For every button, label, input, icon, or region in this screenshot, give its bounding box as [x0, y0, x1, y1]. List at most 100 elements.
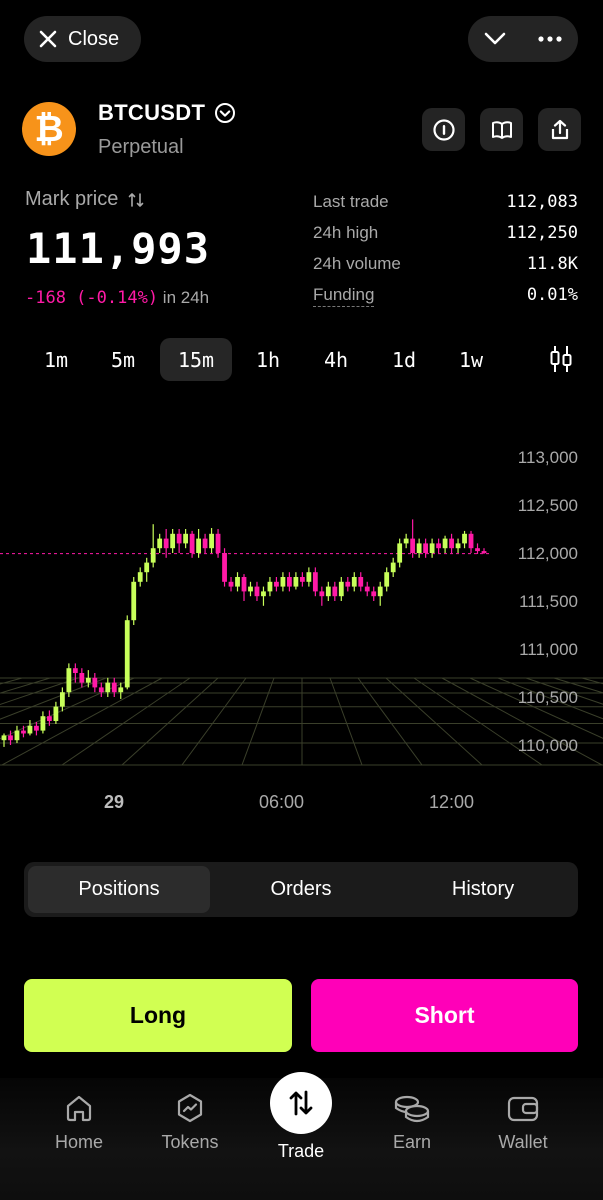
candle — [111, 677, 117, 697]
candle — [53, 701, 59, 724]
x-tick-label: 29 — [104, 792, 125, 812]
long-button[interactable]: Long — [24, 979, 292, 1052]
info-button[interactable] — [422, 108, 465, 151]
candle — [72, 663, 78, 683]
tab-positions[interactable]: Positions — [28, 866, 210, 913]
grid-line — [525, 677, 603, 705]
x-tick-label: 06:00 — [259, 792, 305, 812]
candle — [261, 586, 266, 606]
chevron-down-icon[interactable] — [483, 31, 507, 47]
stat-funding-label[interactable]: Funding — [313, 285, 375, 307]
price-change-row: -168 (-0.14%) in 24h — [25, 288, 209, 308]
candle — [377, 581, 383, 606]
candle — [118, 682, 124, 699]
x-tick-label: 12:00 — [429, 792, 475, 812]
tokens-icon — [174, 1092, 206, 1124]
stat-24h-volume-value: 11.8K — [526, 254, 578, 274]
more-options-icon[interactable] — [537, 35, 563, 43]
grid-line — [497, 677, 603, 720]
candle — [384, 567, 390, 592]
candle — [293, 572, 299, 590]
grid-line — [181, 677, 247, 766]
grid-line — [0, 677, 107, 720]
stat-funding-value: 0.01% — [526, 285, 578, 305]
candle — [131, 577, 137, 625]
candle — [475, 543, 480, 554]
candle — [1, 733, 7, 747]
nav-home[interactable]: Home — [29, 1092, 129, 1153]
y-tick-label: 110,500 — [518, 688, 578, 707]
nav-trade-label: Trade — [277, 1141, 325, 1161]
grid-line — [581, 677, 603, 685]
candles — [1, 519, 487, 747]
candle — [196, 529, 201, 558]
candle — [403, 533, 409, 549]
candle — [364, 581, 370, 597]
nav-tokens[interactable]: Tokens — [140, 1092, 240, 1153]
y-tick-label: 113,000 — [518, 448, 578, 467]
y-axis-ticks: 113,000 112,500 112,000 111,500 111,000 110,5… — [518, 448, 578, 755]
grid-line — [61, 677, 191, 766]
y-tick-label: 112,500 — [518, 496, 578, 515]
timeframe-4h[interactable]: 4h — [323, 347, 349, 372]
mark-price-label[interactable]: Mark price — [25, 188, 144, 211]
price-change-value: -168 (-0.14%) — [25, 288, 159, 308]
timeframe-1d[interactable]: 1d — [391, 347, 417, 372]
candle — [312, 567, 318, 597]
nav-earn[interactable]: Earn — [362, 1092, 462, 1153]
close-button[interactable]: Close — [24, 16, 141, 62]
nav-wallet[interactable]: Wallet — [473, 1092, 573, 1153]
nav-trade[interactable]: Trade — [251, 1072, 351, 1162]
candle — [215, 529, 221, 558]
price-chart[interactable]: 113,000 112,500 112,000 111,500 111,000 110,5… — [0, 440, 603, 780]
timeframe-15m[interactable]: 15m — [160, 338, 232, 381]
grid-line — [241, 677, 275, 766]
stat-24h-high-label: 24h high — [313, 223, 379, 242]
candle — [235, 572, 240, 592]
candle — [34, 721, 39, 736]
bitcoin-logo-icon: ₿ — [22, 102, 76, 156]
chart-grid-floor — [0, 677, 603, 766]
candle — [209, 528, 214, 553]
order-book-button[interactable] — [480, 108, 523, 151]
tab-history[interactable]: History — [451, 878, 515, 900]
timeframe-5m[interactable]: 5m — [110, 347, 136, 372]
tab-orders[interactable]: Orders — [270, 878, 332, 900]
stat-last-trade-value: 112,083 — [506, 192, 578, 212]
candle — [27, 720, 33, 736]
candle — [170, 529, 176, 553]
candle — [436, 538, 441, 553]
grid-line — [1, 677, 163, 766]
nav-tokens-label: Tokens — [161, 1132, 219, 1152]
candle — [241, 574, 247, 601]
mark-price-text: Mark price — [25, 188, 119, 210]
candle — [79, 668, 85, 688]
y-tick-label: 111,500 — [519, 592, 578, 611]
stat-last-trade-label: Last trade — [313, 192, 389, 211]
candle — [176, 529, 182, 553]
share-icon — [548, 118, 572, 142]
y-tick-label: 110,000 — [518, 736, 578, 755]
symbol-dropdown-icon[interactable] — [214, 102, 236, 124]
timeframe-1m[interactable]: 1m — [43, 347, 69, 372]
stat-24h-high-value: 112,250 — [506, 223, 578, 243]
candle — [228, 577, 234, 592]
candle — [345, 577, 351, 592]
candle — [442, 535, 448, 553]
stat-24h-volume-label: 24h volume — [313, 254, 401, 273]
nav-earn-label: Earn — [392, 1132, 432, 1152]
candle — [222, 548, 227, 587]
candle — [189, 530, 195, 558]
grid-line — [553, 677, 603, 694]
candlestick-chart-type-icon[interactable] — [548, 344, 574, 379]
short-button[interactable]: Short — [311, 979, 578, 1052]
share-button[interactable] — [538, 108, 581, 151]
price-change-suffix: in 24h — [158, 288, 210, 307]
timeframe-1h[interactable]: 1h — [255, 347, 281, 372]
y-tick-label: 112,000 — [518, 544, 578, 563]
candle — [59, 687, 65, 712]
nav-home-label: Home — [54, 1132, 103, 1152]
timeframe-1w[interactable]: 1w — [458, 347, 484, 372]
candle — [248, 581, 253, 597]
book-icon — [490, 118, 514, 142]
